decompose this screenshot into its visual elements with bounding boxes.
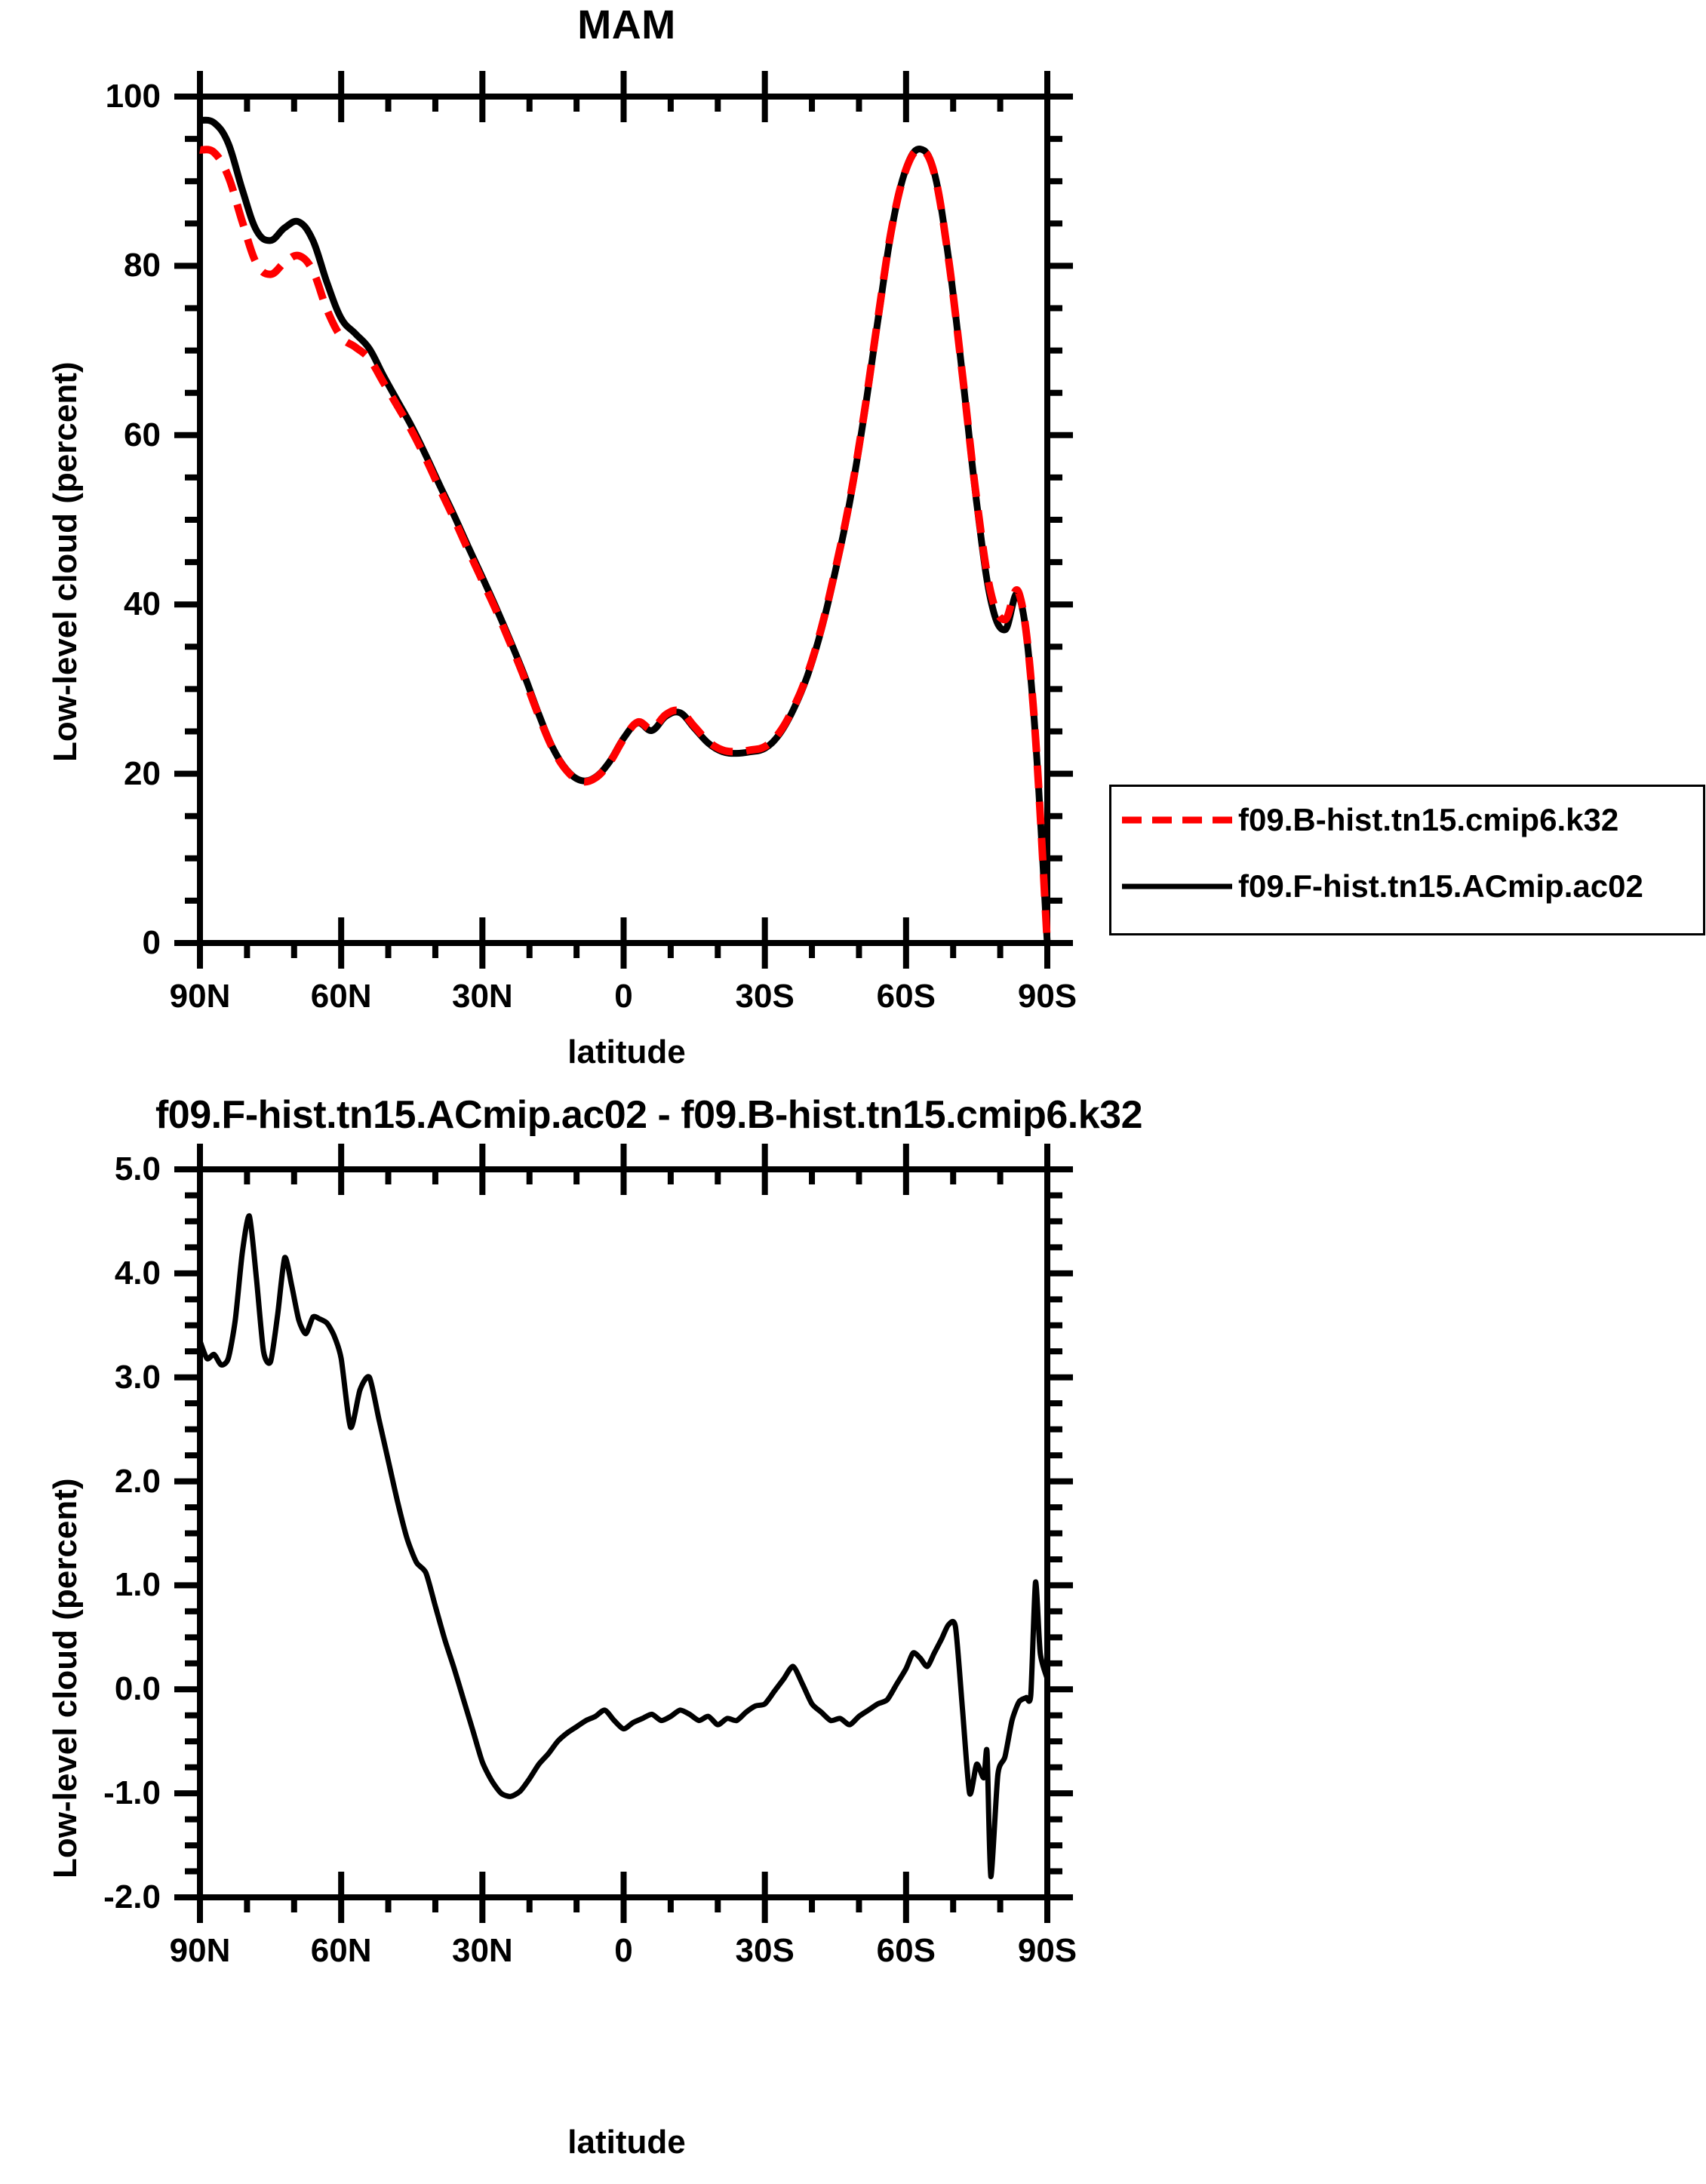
legend: f09.B-hist.tn15.cmip6.k32 f09.F-hist.tn1… [1109,785,1705,935]
y-tick-label: 2.0 [114,1462,161,1500]
y-tick-label: -1.0 [103,1774,161,1812]
y-tick-label: 4.0 [114,1254,161,1292]
legend-item-f-hist[interactable]: f09.F-hist.tn15.ACmip.ac02 [1111,853,1703,920]
top-panel-plot [174,71,1073,969]
x-tick-label: 90N [169,978,231,1015]
y-tick-label: 5.0 [114,1150,161,1187]
x-tick-label: 90S [1017,978,1077,1015]
x-tick-label: 0 [614,978,633,1015]
series-line [199,146,1051,944]
top-panel: MAM Low-level cloud (percent) latitude f… [47,2,1705,1070]
x-tick-label: 30S [735,1932,795,1969]
y-tick-label: 0.0 [114,1670,161,1708]
y-tick-label: 80 [124,247,161,284]
legend-label-f-hist: f09.F-hist.tn15.ACmip.ac02 [1238,868,1643,904]
y-tick-label: 40 [124,585,161,623]
y-tick-label: 20 [124,754,161,792]
series-line [199,116,1051,944]
legend-swatch-dashed-red [1120,812,1234,828]
bottom-panel-title: f09.F-hist.tn15.ACmip.ac02 - f09.B-hist.… [155,1093,1143,1137]
y-tick-label: 60 [124,416,161,453]
legend-swatch-solid-black [1120,879,1234,894]
x-tick-label: 30S [735,978,795,1015]
x-tick-label: 0 [614,1932,633,1969]
y-tick-label: 100 [105,78,161,115]
y-tick-label: 0 [142,924,161,961]
bottom-panel-plot [174,1144,1073,1923]
top-panel-title: MAM [577,2,676,48]
legend-item-b-hist[interactable]: f09.B-hist.tn15.cmip6.k32 [1111,787,1703,853]
x-tick-label: 60N [310,978,372,1015]
y-tick-label: 1.0 [114,1566,161,1604]
x-tick-label: 30N [451,978,513,1015]
y-tick-label: 3.0 [114,1358,161,1396]
y-tick-label: -2.0 [103,1878,161,1915]
legend-label-b-hist: f09.B-hist.tn15.cmip6.k32 [1238,802,1619,837]
series-line [197,1213,1050,1879]
x-tick-label: 60S [876,978,936,1015]
x-tick-label: 30N [451,1932,513,1969]
bottom-panel: f09.F-hist.tn15.ACmip.ac02 - f09.B-hist.… [0,1093,1706,2184]
bottom-panel-x-axis-label: latitude [567,2124,686,2161]
x-tick-label: 60N [310,1932,372,1969]
top-panel-x-axis-label: latitude [567,1034,686,1070]
x-tick-label: 90S [1017,1932,1077,1969]
x-tick-label: 60S [876,1932,936,1969]
x-tick-label: 90N [169,1932,231,1969]
